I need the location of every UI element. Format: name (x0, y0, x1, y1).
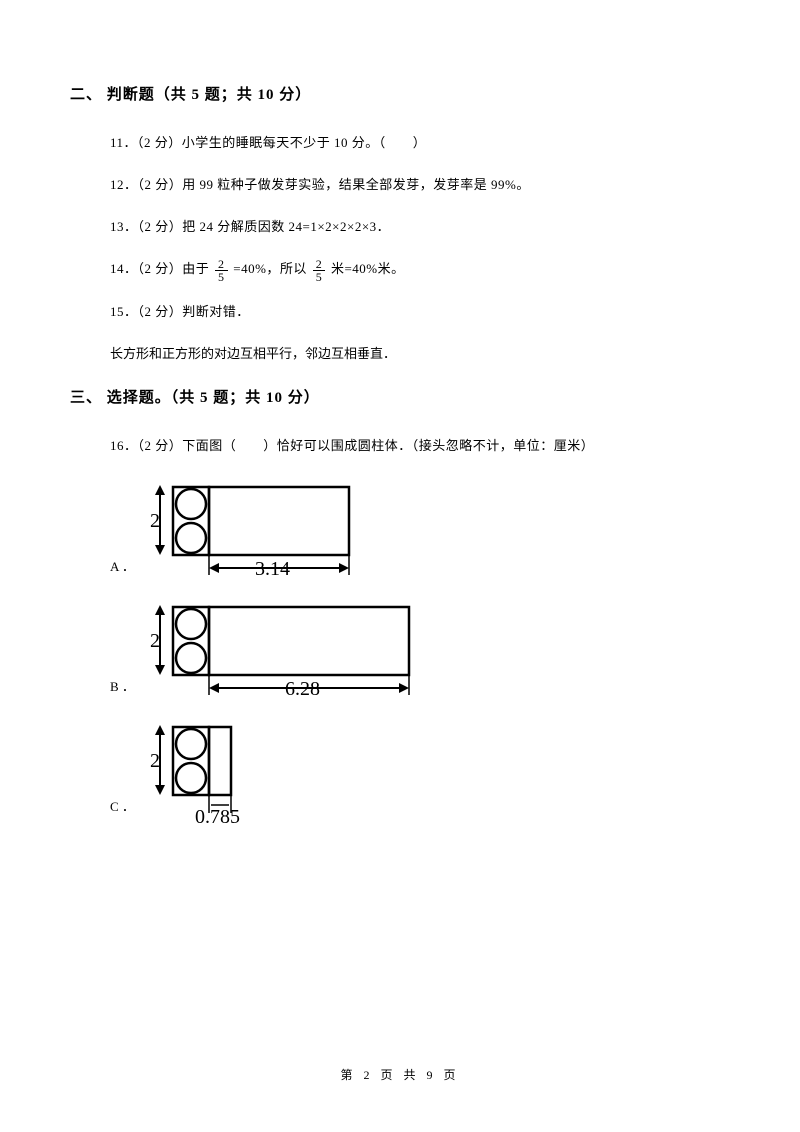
figure-b: 2 6.28 (145, 595, 425, 705)
question-11: 11．（2 分）小学生的睡眠每天不少于 10 分。（ ） (110, 130, 730, 156)
page-footer: 第 2 页 共 9 页 (0, 1063, 800, 1087)
option-c: C ． 2 0.785 (110, 715, 730, 825)
question-16: 16．（2 分）下面图（ ）恰好可以围成圆柱体．（接头忽略不计，单位：厘米） (110, 433, 730, 459)
option-b-label: B ． (110, 674, 135, 700)
question-13: 13．（2 分）把 24 分解质因数 24=1×2×2×2×3． (110, 214, 730, 240)
option-a-label: A ． (110, 554, 135, 580)
q14-suffix: 米=40%米。 (331, 261, 405, 276)
fraction-1: 2 5 (215, 258, 228, 283)
question-15: 15．（2 分）判断对错． (110, 299, 730, 325)
option-b: B ． 2 6.28 (110, 595, 730, 705)
figB-width: 6.28 (285, 678, 320, 700)
frac-num2: 2 (313, 258, 326, 271)
figA-height: 2 (150, 510, 160, 532)
frac-den2: 5 (313, 271, 326, 283)
frac-den: 5 (215, 271, 228, 283)
q14-mid: =40%，所以 (233, 261, 310, 276)
option-c-label: C ． (110, 794, 135, 820)
figure-a: 2 3.14 (145, 475, 365, 585)
figA-width: 3.14 (255, 558, 290, 580)
question-14: 14．（2 分）由于 2 5 =40%，所以 2 5 米=40%米。 (110, 256, 730, 283)
figB-height: 2 (150, 630, 160, 652)
question-15-text: 长方形和正方形的对边互相平行，邻边互相垂直． (110, 341, 730, 367)
figC-width: 0.785 (195, 806, 240, 825)
section2-title: 二、 判断题（共 5 题；共 10 分） (70, 80, 730, 110)
figure-c: 2 0.785 (145, 715, 295, 825)
section3-title: 三、 选择题。（共 5 题；共 10 分） (70, 383, 730, 413)
option-a: A ． 2 3.14 (110, 475, 730, 585)
figC-height: 2 (150, 750, 160, 772)
frac-num: 2 (215, 258, 228, 271)
page-content: 二、 判断题（共 5 题；共 10 分） 11．（2 分）小学生的睡眠每天不少于… (0, 0, 800, 825)
q14-prefix: 14．（2 分）由于 (110, 261, 213, 276)
question-12: 12．（2 分）用 99 粒种子做发芽实验，结果全部发芽，发芽率是 99%。 (110, 172, 730, 198)
fraction-2: 2 5 (313, 258, 326, 283)
